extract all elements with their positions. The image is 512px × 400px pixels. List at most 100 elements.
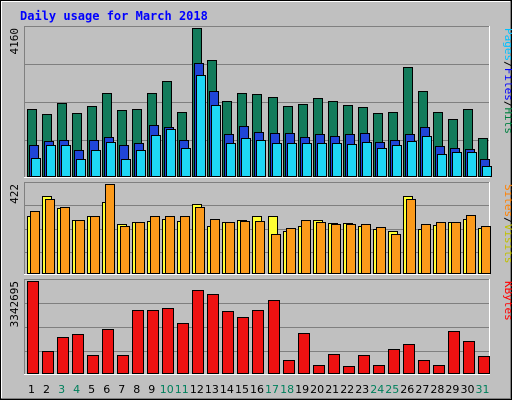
top-bar-pages-day-6 <box>106 142 116 177</box>
bottom-bar-kbytes-day-13 <box>207 294 219 374</box>
middle-bar-sites-day-25 <box>391 234 401 274</box>
bottom-bar-kbytes-day-25 <box>388 349 400 374</box>
top-bar-pages-day-13 <box>211 105 221 177</box>
day-label-13: 13 <box>205 383 219 396</box>
top-series-label: Pages/Files/Hits <box>502 28 512 134</box>
middle-series-label-part: Sites <box>502 184 512 217</box>
day-label-7: 7 <box>118 383 125 396</box>
bottom-series-label: KBytes <box>502 281 512 321</box>
top-series-label-part: Files <box>502 68 512 101</box>
top-bar-pages-day-17 <box>272 143 282 177</box>
bottom-bar-kbytes-day-16 <box>252 310 264 374</box>
top-bar-pages-day-27 <box>422 136 432 177</box>
top-bar-pages-day-22 <box>347 144 357 177</box>
top-bar-pages-day-10 <box>166 129 176 177</box>
day-label-18: 18 <box>280 383 294 396</box>
bottom-bar-kbytes-day-11 <box>177 323 189 374</box>
day-label-27: 27 <box>415 383 429 396</box>
top-bar-pages-day-26 <box>407 141 417 177</box>
middle-bar-sites-day-17 <box>271 234 281 274</box>
bottom-bar-kbytes-day-14 <box>222 311 234 374</box>
bottom-bar-kbytes-day-26 <box>403 344 415 374</box>
top-bar-pages-day-30 <box>467 152 477 177</box>
middle-series-label-part: / <box>502 217 512 224</box>
top-bar-pages-day-4 <box>76 159 86 177</box>
day-label-19: 19 <box>295 383 309 396</box>
bottom-bar-kbytes-day-19 <box>298 333 310 374</box>
day-label-5: 5 <box>88 383 95 396</box>
middle-bar-sites-day-21 <box>331 224 341 274</box>
middle-bar-sites-day-9 <box>150 216 160 274</box>
day-label-15: 15 <box>235 383 249 396</box>
bottom-bar-kbytes-day-20 <box>313 365 325 374</box>
day-label-11: 11 <box>175 383 189 396</box>
top-bar-pages-day-24 <box>377 148 387 177</box>
day-label-17: 17 <box>265 383 279 396</box>
middle-bar-sites-day-30 <box>466 215 476 274</box>
chart-panels: 4160Pages/Files/Hits422Sites/Visits33426… <box>8 26 512 375</box>
top-bar-pages-day-31 <box>482 166 492 177</box>
bottom-bar-kbytes-day-29 <box>448 331 460 374</box>
bottom-bar-kbytes-day-6 <box>102 329 114 374</box>
middle-bar-sites-day-6 <box>105 184 115 274</box>
top-bar-pages-day-3 <box>61 145 71 177</box>
day-label-1: 1 <box>28 383 35 396</box>
day-label-2: 2 <box>43 383 50 396</box>
bottom-bar-kbytes-day-24 <box>373 365 385 374</box>
middle-panel: 422 Sites/Visits <box>8 182 512 275</box>
middle-bar-sites-day-8 <box>135 222 145 274</box>
bottom-bar-kbytes-day-30 <box>463 341 475 374</box>
top-series-label-part: / <box>502 61 512 68</box>
top-series-label-part: Pages <box>502 28 512 61</box>
top-bar-pages-day-5 <box>91 150 101 177</box>
day-label-21: 21 <box>325 383 339 396</box>
bottom-bar-kbytes-day-9 <box>147 310 159 374</box>
day-label-24: 24 <box>370 383 384 396</box>
bottom-panel: 3342695 KBytes <box>8 279 512 375</box>
day-label-14: 14 <box>220 383 234 396</box>
day-label-28: 28 <box>430 383 444 396</box>
bottom-bar-kbytes-day-1 <box>27 281 39 374</box>
top-series-label-part: Hits <box>502 108 512 135</box>
top-bar-pages-day-19 <box>302 143 312 177</box>
bottom-bar-kbytes-day-10 <box>162 308 174 374</box>
day-label-6: 6 <box>103 383 110 396</box>
middle-series-label: Sites/Visits <box>502 184 512 264</box>
day-label-4: 4 <box>73 383 80 396</box>
middle-bar-sites-day-5 <box>90 216 100 274</box>
middle-bar-sites-day-22 <box>346 224 356 274</box>
day-label-16: 16 <box>250 383 264 396</box>
middle-bar-sites-day-20 <box>316 222 326 274</box>
middle-bar-sites-day-24 <box>376 227 386 274</box>
top-bar-pages-day-11 <box>181 148 191 177</box>
middle-bar-sites-day-31 <box>481 226 491 274</box>
bottom-bar-kbytes-day-27 <box>418 360 430 374</box>
day-label-23: 23 <box>355 383 369 396</box>
middle-bar-sites-day-12 <box>195 207 205 274</box>
bottom-bar-kbytes-day-23 <box>358 355 370 374</box>
bottom-bar-kbytes-day-4 <box>72 334 84 374</box>
middle-bar-sites-day-16 <box>255 221 265 274</box>
middle-bar-sites-day-11 <box>180 216 190 274</box>
top-bar-pages-day-18 <box>287 143 297 177</box>
day-label-8: 8 <box>133 383 140 396</box>
day-label-30: 30 <box>461 383 475 396</box>
middle-bar-sites-day-28 <box>436 222 446 274</box>
day-label-25: 25 <box>385 383 399 396</box>
bottom-bar-kbytes-day-8 <box>132 310 144 374</box>
top-series-label-part: / <box>502 101 512 108</box>
bottom-bar-kbytes-day-5 <box>87 355 99 374</box>
day-label-22: 22 <box>340 383 354 396</box>
day-label-29: 29 <box>445 383 459 396</box>
middle-bar-sites-day-7 <box>120 226 130 274</box>
middle-bar-sites-day-27 <box>421 224 431 274</box>
middle-bar-sites-day-15 <box>240 221 250 274</box>
top-bar-pages-day-8 <box>136 150 146 177</box>
middle-bar-sites-day-13 <box>210 219 220 274</box>
middle-series-label-part: Visits <box>502 224 512 264</box>
top-bar-pages-day-28 <box>437 154 447 177</box>
bottom-series-label-part: KBytes <box>502 281 512 321</box>
